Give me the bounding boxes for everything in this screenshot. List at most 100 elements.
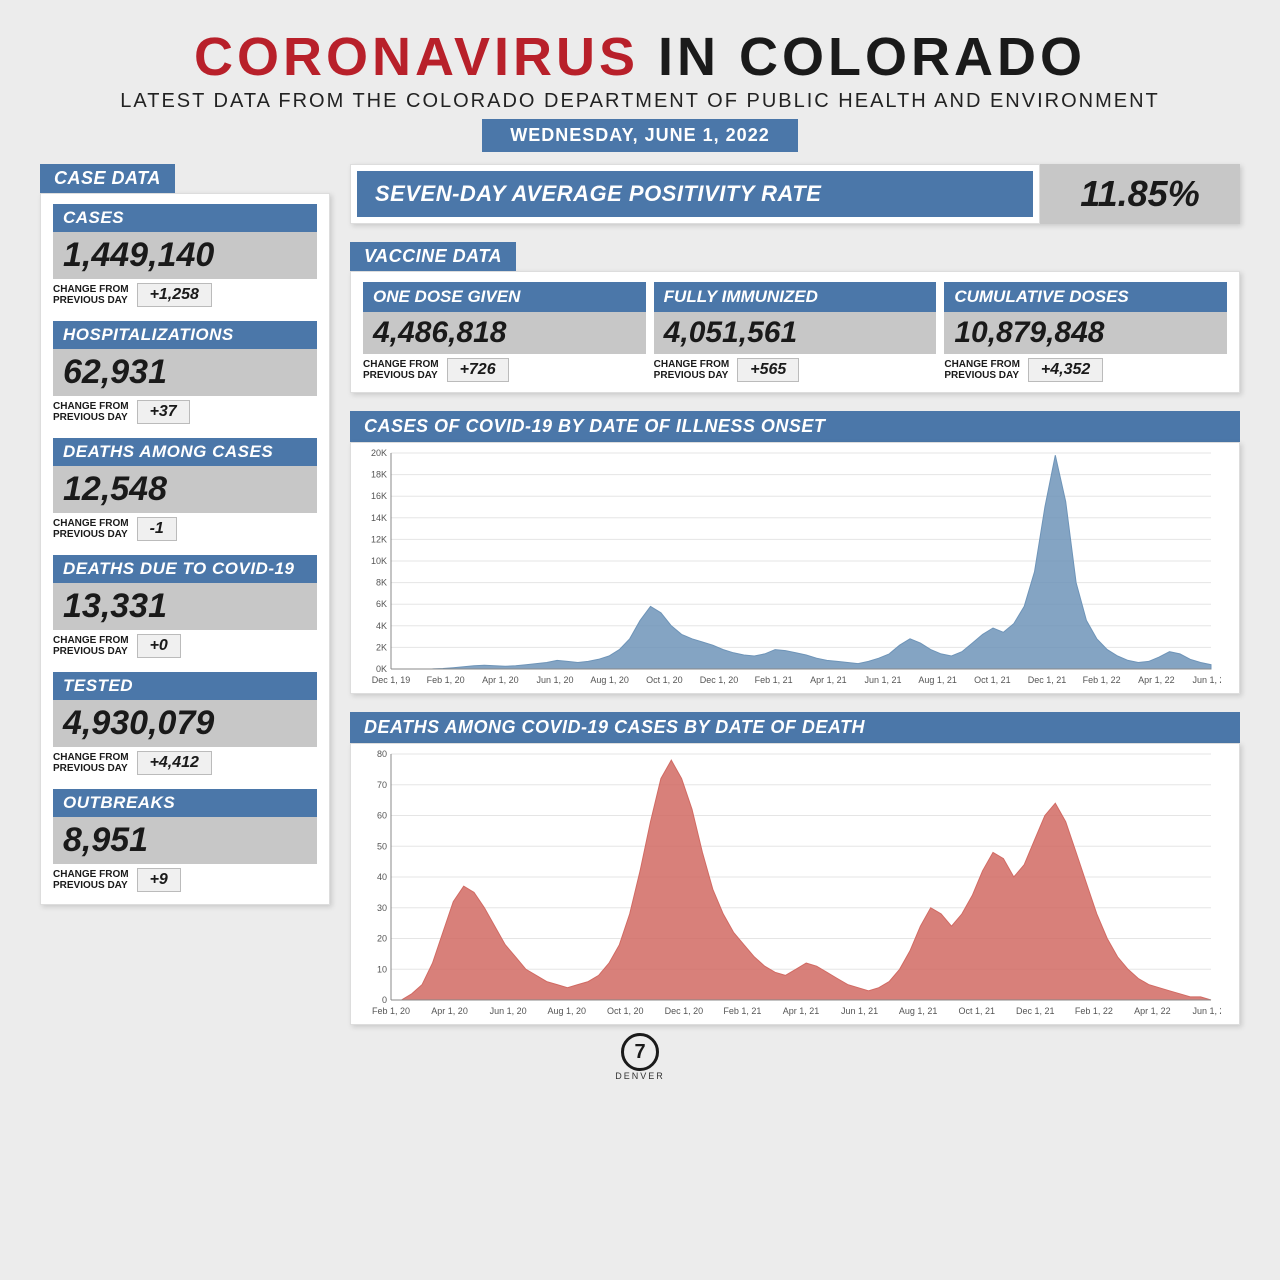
svg-text:20K: 20K xyxy=(371,448,387,458)
cases-chart-section: CASES OF COVID-19 BY DATE OF ILLNESS ONS… xyxy=(350,411,1240,694)
svg-text:Feb 1, 20: Feb 1, 20 xyxy=(427,675,465,685)
stat-label: CASES xyxy=(53,204,317,232)
change-value: +1,258 xyxy=(137,283,212,307)
svg-text:Apr 1, 22: Apr 1, 22 xyxy=(1134,1006,1171,1016)
svg-text:8K: 8K xyxy=(376,578,387,588)
svg-text:40: 40 xyxy=(377,872,387,882)
right-column: SEVEN-DAY AVERAGE POSITIVITY RATE 11.85%… xyxy=(350,164,1240,1025)
change-value: +4,352 xyxy=(1028,358,1103,382)
change-label: CHANGE FROMPREVIOUS DAY xyxy=(53,869,129,891)
change-value: +9 xyxy=(137,868,181,892)
svg-text:10: 10 xyxy=(377,964,387,974)
vaccine-panel: ONE DOSE GIVEN 4,486,818 CHANGE FROMPREV… xyxy=(350,271,1240,393)
svg-text:0: 0 xyxy=(382,995,387,1005)
stat-block: TESTED 4,930,079 CHANGE FROMPREVIOUS DAY… xyxy=(53,672,317,775)
title-red: CORONAVIRUS xyxy=(194,27,639,87)
stat-body: 1,449,140 xyxy=(53,232,317,279)
cases-chart-body: 0K2K4K6K8K10K12K14K16K18K20KDec 1, 19Feb… xyxy=(350,442,1240,694)
stat-value: 12,548 xyxy=(63,470,307,509)
stat-block: CASES 1,449,140 CHANGE FROMPREVIOUS DAY … xyxy=(53,204,317,307)
svg-text:4K: 4K xyxy=(376,621,387,631)
stat-block: HOSPITALIZATIONS 62,931 CHANGE FROMPREVI… xyxy=(53,321,317,424)
stat-label: HOSPITALIZATIONS xyxy=(53,321,317,349)
svg-text:Apr 1, 22: Apr 1, 22 xyxy=(1138,675,1175,685)
stat-label: DEATHS AMONG CASES xyxy=(53,438,317,466)
change-value: +726 xyxy=(447,358,509,382)
svg-text:Feb 1, 22: Feb 1, 22 xyxy=(1075,1006,1113,1016)
change-row: CHANGE FROMPREVIOUS DAY +37 xyxy=(53,400,317,424)
deaths-chart: 01020304050607080Feb 1, 20Apr 1, 20Jun 1… xyxy=(351,744,1221,1024)
stat-body: 8,951 xyxy=(53,817,317,864)
svg-text:30: 30 xyxy=(377,903,387,913)
svg-text:Apr 1, 20: Apr 1, 20 xyxy=(431,1006,468,1016)
change-label: CHANGE FROMPREVIOUS DAY xyxy=(944,359,1020,381)
svg-text:Dec 1, 19: Dec 1, 19 xyxy=(372,675,411,685)
vaccine-stat-body: 10,879,848 xyxy=(944,312,1227,354)
stat-body: 4,930,079 xyxy=(53,700,317,747)
deaths-chart-body: 01020304050607080Feb 1, 20Apr 1, 20Jun 1… xyxy=(350,743,1240,1025)
svg-text:Dec 1, 21: Dec 1, 21 xyxy=(1028,675,1067,685)
positivity-label: SEVEN-DAY AVERAGE POSITIVITY RATE xyxy=(357,171,1033,217)
stat-body: 62,931 xyxy=(53,349,317,396)
cases-chart-title: CASES OF COVID-19 BY DATE OF ILLNESS ONS… xyxy=(350,411,1240,442)
deaths-chart-title: DEATHS AMONG COVID-19 CASES BY DATE OF D… xyxy=(350,712,1240,743)
change-value: +0 xyxy=(137,634,181,658)
stat-label: OUTBREAKS xyxy=(53,789,317,817)
change-label: CHANGE FROMPREVIOUS DAY xyxy=(53,635,129,657)
svg-text:Feb 1, 20: Feb 1, 20 xyxy=(372,1006,410,1016)
stat-value: 62,931 xyxy=(63,353,307,392)
date-pill: WEDNESDAY, JUNE 1, 2022 xyxy=(482,119,797,152)
stat-body: 12,548 xyxy=(53,466,317,513)
svg-text:6K: 6K xyxy=(376,599,387,609)
stat-value: 1,449,140 xyxy=(63,236,307,275)
positivity-value: 11.85% xyxy=(1040,164,1240,224)
change-value: +37 xyxy=(137,400,190,424)
vaccine-stat-label: ONE DOSE GIVEN xyxy=(363,282,646,312)
svg-text:Jun 1, 22: Jun 1, 22 xyxy=(1192,1006,1221,1016)
svg-text:Jun 1, 21: Jun 1, 21 xyxy=(841,1006,878,1016)
svg-text:Apr 1, 20: Apr 1, 20 xyxy=(482,675,519,685)
change-row: CHANGE FROMPREVIOUS DAY -1 xyxy=(53,517,317,541)
change-label: CHANGE FROMPREVIOUS DAY xyxy=(654,359,730,381)
vaccine-stat-body: 4,486,818 xyxy=(363,312,646,354)
positivity-row: SEVEN-DAY AVERAGE POSITIVITY RATE 11.85% xyxy=(350,164,1240,224)
svg-text:Jun 1, 20: Jun 1, 20 xyxy=(490,1006,527,1016)
change-value: -1 xyxy=(137,517,177,541)
change-label: CHANGE FROMPREVIOUS DAY xyxy=(53,752,129,774)
case-data-tab: CASE DATA xyxy=(40,164,175,193)
change-row: CHANGE FROMPREVIOUS DAY +726 xyxy=(363,358,646,382)
vaccine-stat: CUMULATIVE DOSES 10,879,848 CHANGE FROMP… xyxy=(944,282,1227,382)
stat-block: DEATHS AMONG CASES 12,548 CHANGE FROMPRE… xyxy=(53,438,317,541)
svg-text:Dec 1, 20: Dec 1, 20 xyxy=(700,675,739,685)
stat-value: 13,331 xyxy=(63,587,307,626)
svg-text:Jun 1, 21: Jun 1, 21 xyxy=(864,675,901,685)
svg-text:Oct 1, 20: Oct 1, 20 xyxy=(607,1006,644,1016)
svg-text:Apr 1, 21: Apr 1, 21 xyxy=(810,675,847,685)
svg-text:Feb 1, 22: Feb 1, 22 xyxy=(1083,675,1121,685)
vaccine-section: VACCINE DATA ONE DOSE GIVEN 4,486,818 CH… xyxy=(350,242,1240,393)
svg-text:Dec 1, 21: Dec 1, 21 xyxy=(1016,1006,1055,1016)
footer: 7 DENVER xyxy=(40,1033,1240,1081)
svg-text:12K: 12K xyxy=(371,534,387,544)
change-row: CHANGE FROMPREVIOUS DAY +0 xyxy=(53,634,317,658)
change-row: CHANGE FROMPREVIOUS DAY +565 xyxy=(654,358,937,382)
svg-text:Aug 1, 21: Aug 1, 21 xyxy=(899,1006,938,1016)
svg-text:Feb 1, 21: Feb 1, 21 xyxy=(723,1006,761,1016)
stat-body: 13,331 xyxy=(53,583,317,630)
stat-label: TESTED xyxy=(53,672,317,700)
change-row: CHANGE FROMPREVIOUS DAY +4,412 xyxy=(53,751,317,775)
vaccine-stat: ONE DOSE GIVEN 4,486,818 CHANGE FROMPREV… xyxy=(363,282,646,382)
deaths-chart-section: DEATHS AMONG COVID-19 CASES BY DATE OF D… xyxy=(350,712,1240,1025)
change-value: +4,412 xyxy=(137,751,212,775)
svg-text:18K: 18K xyxy=(371,470,387,480)
svg-text:Feb 1, 21: Feb 1, 21 xyxy=(755,675,793,685)
page-subtitle: LATEST DATA FROM THE COLORADO DEPARTMENT… xyxy=(40,90,1240,113)
svg-text:16K: 16K xyxy=(371,491,387,501)
svg-text:Jun 1, 22: Jun 1, 22 xyxy=(1192,675,1221,685)
stat-value: 8,951 xyxy=(63,821,307,860)
svg-text:2K: 2K xyxy=(376,642,387,652)
svg-text:Oct 1, 21: Oct 1, 21 xyxy=(958,1006,995,1016)
svg-text:80: 80 xyxy=(377,749,387,759)
svg-text:14K: 14K xyxy=(371,513,387,523)
svg-text:60: 60 xyxy=(377,811,387,821)
